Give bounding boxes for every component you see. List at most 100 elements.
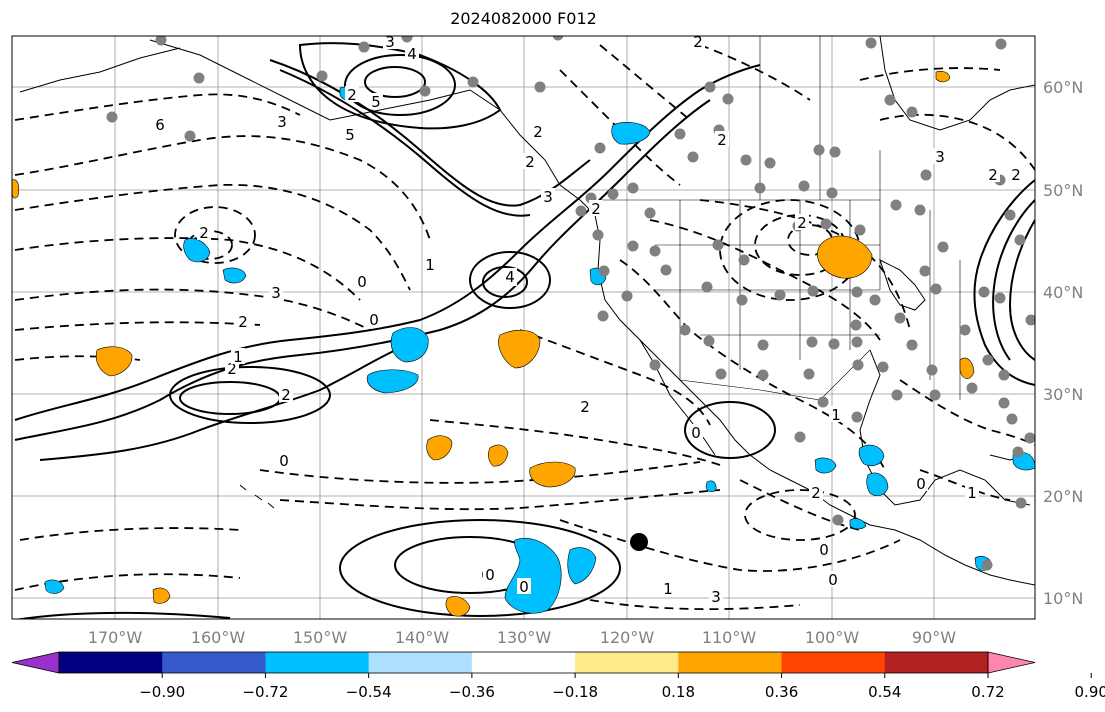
contour-label: 0 [828, 571, 838, 589]
contour-label-bg [277, 452, 291, 468]
dashed-contours [14, 44, 1035, 611]
station-dot [829, 146, 841, 158]
contour-label-bg [367, 311, 381, 327]
station-markers [106, 36, 1035, 571]
station-dot [929, 389, 941, 401]
contour-label-bg [531, 123, 545, 139]
station-dot [1024, 432, 1035, 444]
contour-label-bg [423, 256, 437, 272]
station-dot [592, 229, 604, 241]
colorbar-tick-label: 0.36 [765, 683, 798, 701]
station-dot [817, 396, 829, 408]
contour-label: 2 [1011, 166, 1021, 184]
colorbar-tick-label: −0.18 [552, 683, 598, 701]
contour-label-bg [914, 475, 928, 491]
map-frame [11, 35, 1036, 620]
lon-label: 140°W [395, 628, 450, 647]
contour-label: 2 [525, 153, 535, 171]
map-plot-area: 3455322220432102212233012300100220120623… [12, 36, 1035, 619]
lat-label: 10°N [1043, 589, 1083, 608]
colorbar-tick-label: −0.54 [346, 683, 392, 701]
station-dot [851, 286, 863, 298]
station-dot [644, 207, 656, 219]
contour-label-bg [383, 36, 397, 49]
lat-label: 30°N [1043, 385, 1083, 404]
station-dot [594, 142, 606, 154]
contour-label: 1 [967, 484, 977, 502]
station-dot [807, 285, 819, 297]
station-dot [920, 169, 932, 181]
contour-label: 2 [797, 214, 807, 232]
station-dot [914, 204, 926, 216]
colorbar-segment [471, 652, 576, 673]
station-dot [794, 431, 806, 443]
colorbar-segment [781, 652, 886, 673]
contour-label: 2 [591, 200, 601, 218]
contour-label-bg [709, 588, 723, 604]
station-dot [598, 265, 610, 277]
contour-label-bg [933, 148, 947, 164]
contour-label: 3 [277, 113, 287, 131]
colorbar-tick-label: 0.72 [971, 683, 1004, 701]
colorbar-frame [58, 651, 989, 674]
station-dot [764, 157, 776, 169]
contour-label-bg [153, 116, 167, 132]
station-dot [679, 324, 691, 336]
contour-label-bg [829, 406, 843, 422]
colorbar-tick-label: 0.90 [1075, 683, 1105, 701]
storm-center-marker [630, 533, 648, 551]
anomaly-shading [12, 70, 1035, 617]
station-dot [552, 36, 564, 41]
station-dot [832, 514, 844, 526]
contour-label-bg [578, 398, 592, 414]
station-dot [660, 264, 672, 276]
station-dot [966, 382, 978, 394]
station-dot [754, 182, 766, 194]
station-dot [1006, 413, 1018, 425]
contour-label-bg [795, 214, 809, 230]
station-dot [401, 36, 413, 43]
contour-label: 2 [988, 166, 998, 184]
station-dot [193, 72, 205, 84]
station-dot [534, 81, 546, 93]
station-dot [798, 180, 810, 192]
station-dot [865, 37, 877, 49]
station-dot [701, 281, 713, 293]
station-dot [627, 240, 639, 252]
contour-label-bg [231, 348, 245, 364]
station-dot [621, 290, 633, 302]
station-dot [852, 359, 864, 371]
colorbar-segment [368, 652, 473, 673]
station-dot [851, 336, 863, 348]
colorbar-tick-label: −0.90 [139, 683, 185, 701]
station-dot [687, 151, 699, 163]
station-dot [820, 218, 832, 230]
station-dot [627, 182, 639, 194]
contour-label-bg [503, 268, 517, 284]
station-dot [926, 364, 938, 376]
station-dot [715, 368, 727, 380]
colorbar-segment [162, 652, 266, 673]
station-dot [575, 205, 587, 217]
station-dot [994, 292, 1006, 304]
lon-label: 120°W [600, 628, 655, 647]
station-dot [467, 76, 479, 88]
contour-label-bg [817, 541, 831, 557]
lon-label: 170°W [88, 628, 143, 647]
contour-label: 2 [533, 123, 543, 141]
colorbar-tick-label: 0.54 [868, 683, 901, 701]
station-dot [806, 336, 818, 348]
contour-label-bg [689, 424, 703, 440]
station-dot [982, 354, 994, 366]
station-dot [803, 368, 815, 380]
station-dot [906, 339, 918, 351]
station-dot [703, 335, 715, 347]
lat-label: 20°N [1043, 487, 1083, 506]
station-dot [906, 106, 918, 118]
contour-label-bg [197, 224, 211, 240]
contour-label-bg [355, 273, 369, 289]
colorbar-segment [59, 652, 163, 673]
contour-label: 0 [519, 578, 529, 596]
colorbar-extend-left [11, 651, 60, 674]
